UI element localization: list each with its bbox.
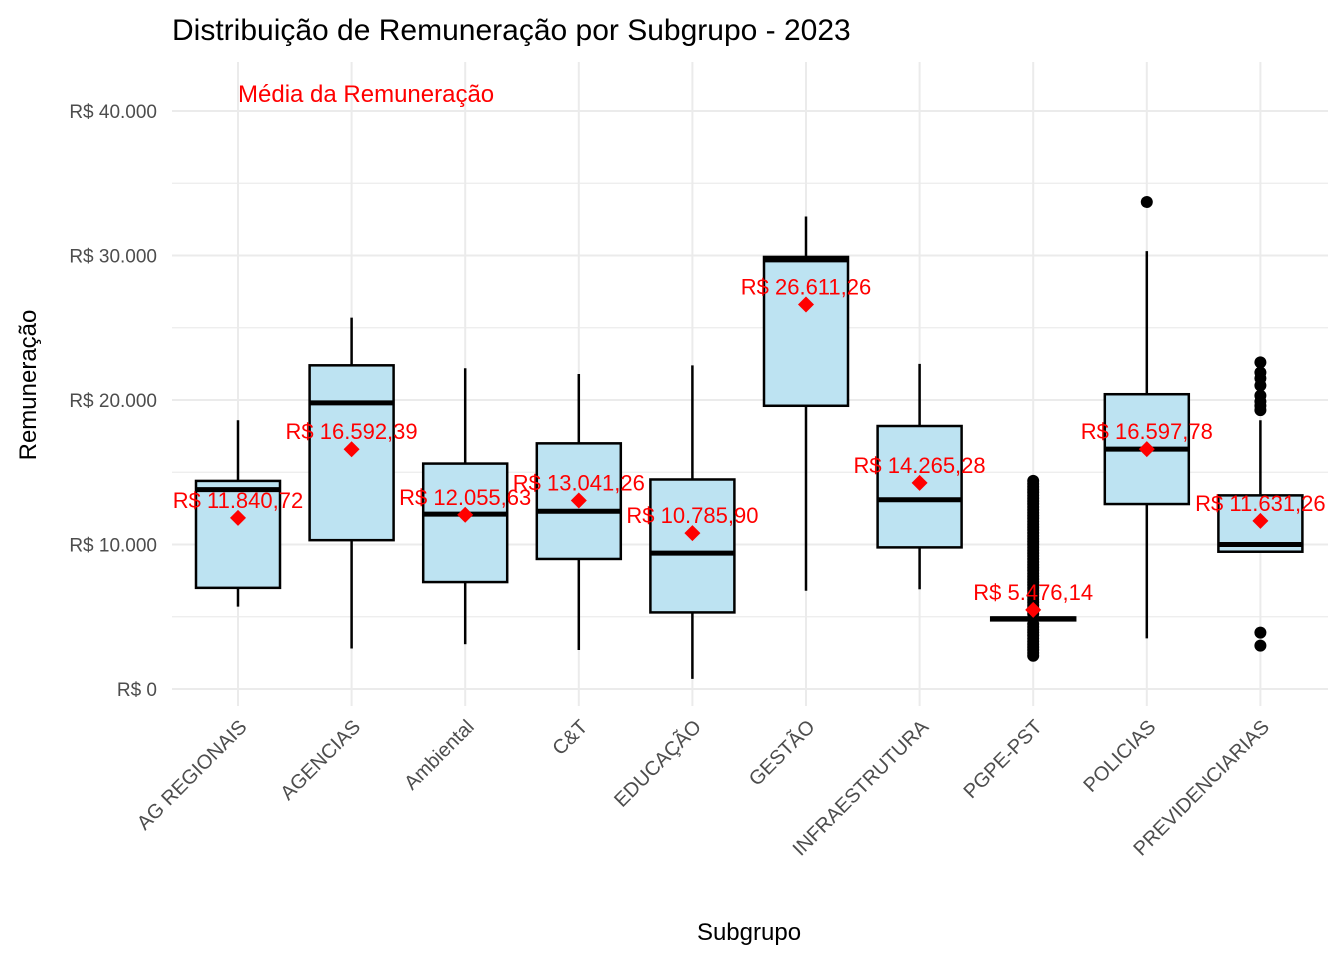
box-iqr	[421, 462, 509, 584]
x-tick-label: Ambiental	[400, 716, 478, 794]
y-axis-title: Remuneração	[15, 310, 42, 461]
chart-title: Distribuição de Remuneração por Subgrupo…	[172, 14, 851, 47]
box-3	[535, 373, 623, 650]
mean-diamond	[1025, 601, 1042, 618]
mean-diamond	[684, 525, 701, 542]
box-iqr	[194, 479, 282, 590]
y-tick-label: R$ 20.000	[69, 391, 157, 412]
y-tick-label: R$ 30.000	[69, 247, 157, 268]
outlier-point	[1027, 474, 1040, 487]
box-iqr	[762, 255, 850, 408]
y-axis-ticks: R$ 0 R$ 10.000 R$ 20.000 R$ 30.000 R$ 40.000	[69, 102, 157, 701]
outlier-point	[1140, 196, 1153, 209]
box-4	[649, 365, 736, 679]
y-tick-label: R$ 0	[117, 680, 157, 701]
box-1	[308, 317, 395, 649]
x-tick-label: AGENCIAS	[276, 716, 365, 805]
x-tick-label: PGPE-PST	[960, 716, 1047, 803]
box-iqr	[649, 478, 736, 614]
outlier-point	[1254, 356, 1267, 369]
mean-diamond	[1252, 512, 1269, 529]
mean-annotation: Média da Remuneração	[238, 81, 494, 108]
mean-diamond	[457, 506, 474, 523]
boxes	[194, 196, 1304, 679]
mean-label: R$ 12.055,63	[399, 485, 531, 510]
box-7	[989, 474, 1077, 662]
mean-label: R$ 11.840,72	[173, 488, 303, 513]
mean-diamond	[230, 509, 246, 526]
mean-label: R$ 14.265,28	[854, 453, 986, 478]
mean-label: R$ 16.592,39	[286, 419, 418, 444]
x-tick-label: C&T	[548, 716, 592, 760]
box-2	[421, 368, 509, 645]
mean-diamond	[1138, 441, 1155, 458]
x-tick-label: POLICIAS	[1080, 716, 1161, 797]
box-8	[1103, 196, 1191, 639]
mean-label: R$ 10.785,90	[626, 503, 758, 528]
x-axis-ticks: AG REGIONAIS AGENCIAS Ambiental C&T EDUCAÇÃO…	[133, 715, 1274, 861]
box-9	[1217, 356, 1304, 652]
x-axis-title: Subgrupo	[697, 919, 801, 946]
mean-diamond	[343, 441, 360, 458]
outlier-point	[1027, 617, 1040, 630]
mean-label: R$ 26.611,26	[741, 274, 871, 299]
outlier-point	[1254, 389, 1267, 402]
outlier-point	[1254, 366, 1267, 379]
y-tick-label: R$ 40.000	[69, 102, 157, 123]
mean-label: R$ 11.631,26	[1195, 491, 1325, 516]
x-tick-label: EDUCAÇÃO	[609, 715, 706, 812]
mean-label: R$ 5.476,14	[973, 580, 1093, 605]
box-0	[194, 420, 282, 607]
mean-label: R$ 16.597,78	[1081, 419, 1213, 444]
mean-diamond	[911, 474, 928, 491]
outlier-point	[1254, 626, 1267, 639]
mean-markers: R$ 11.840,72R$ 16.592,39R$ 12.055,63R$ 1…	[173, 274, 1326, 618]
x-tick-label: GESTÃO	[744, 715, 820, 791]
y-tick-label: R$ 10.000	[69, 536, 157, 557]
mean-diamond	[798, 296, 814, 313]
outlier-point	[1254, 639, 1267, 652]
mean-label: R$ 13.041,26	[513, 471, 645, 496]
mean-diamond	[570, 492, 587, 509]
box-5	[762, 216, 850, 591]
x-tick-label: AG REGIONAIS	[133, 716, 252, 835]
